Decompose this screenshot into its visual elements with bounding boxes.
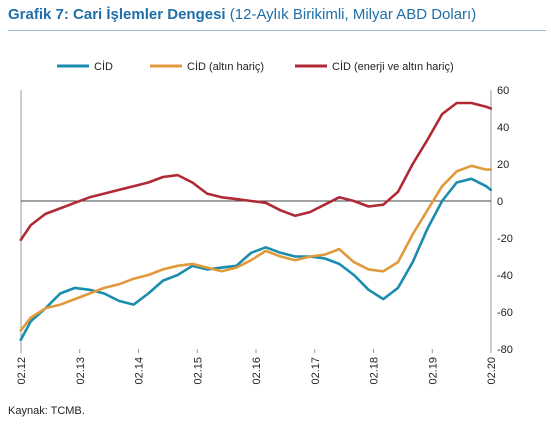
y-tick-label: -40 — [497, 270, 513, 282]
series-line-2 — [19, 164, 493, 332]
title-divider — [8, 30, 546, 31]
x-tick-label: 02.17 — [310, 357, 322, 385]
x-tick-label: 02.16 — [251, 357, 263, 385]
chart-title: Grafik 7: Cari İşlemler Dengesi (12-Aylı… — [8, 6, 476, 23]
y-tick-label: -80 — [497, 344, 513, 356]
chart-axes: 60 40 20 0 -20 -40 -60 -80 02.12 02.13 02.14 02.15 0… — [16, 85, 513, 385]
series-line-1 — [19, 177, 493, 342]
chart-series — [19, 101, 493, 342]
y-tick-label: 20 — [497, 159, 509, 171]
chart-title-subtitle: (12-Aylık Birikimli, Milyar ABD Doları) — [225, 6, 477, 23]
x-tick-label: 02.18 — [369, 357, 381, 385]
y-tick-label: 40 — [497, 122, 509, 134]
chart-legend: CİD CİD (altın hariç) CİD (enerji ve altın… — [57, 60, 454, 73]
series-line-3 — [19, 101, 493, 242]
x-tick-label: 02.12 — [16, 357, 28, 385]
x-tick-label: 02.20 — [486, 357, 498, 385]
y-tick-label: -60 — [497, 307, 513, 319]
legend-label: CİD (enerji ve altın hariç) — [332, 60, 454, 73]
chart-title-bold: Grafik 7: Cari İşlemler Dengesi — [8, 6, 226, 23]
x-tick-label: 02.15 — [192, 357, 204, 385]
y-tick-label: 0 — [497, 196, 503, 208]
x-tick-label: 02.19 — [427, 357, 439, 385]
source-note: Kaynak: TCMB. — [8, 405, 85, 417]
y-tick-label: -20 — [497, 233, 513, 245]
legend-label: CİD — [94, 60, 113, 73]
legend-label: CİD (altın hariç) — [187, 60, 264, 73]
x-tick-label: 02.13 — [75, 357, 87, 385]
y-tick-label: 60 — [497, 85, 509, 97]
x-tick-label: 02.14 — [134, 357, 146, 385]
